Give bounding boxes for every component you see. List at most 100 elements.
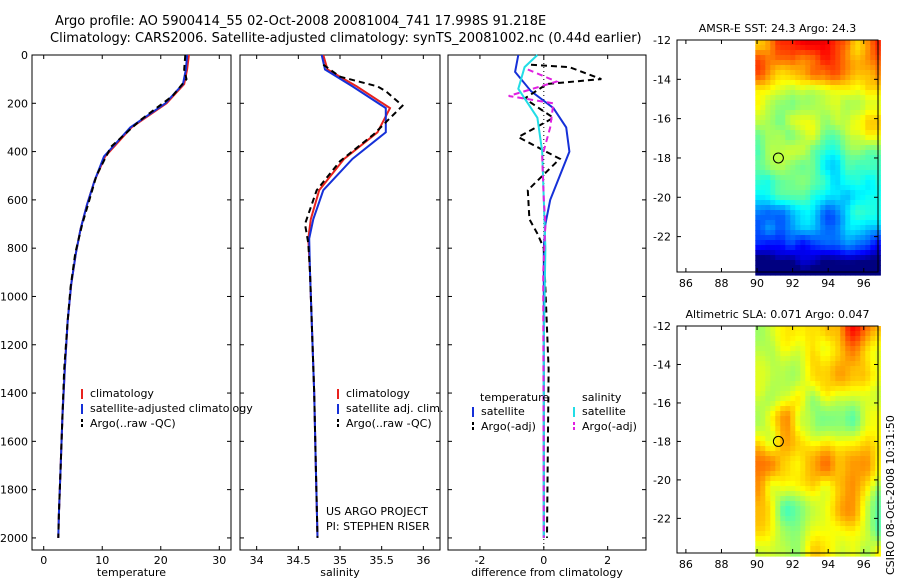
map-cell — [810, 336, 816, 342]
map-cell — [845, 446, 851, 452]
map-cell — [755, 326, 761, 332]
map-cell — [855, 50, 861, 56]
map-cell — [845, 391, 851, 397]
map-cell — [805, 200, 811, 206]
map-cell — [780, 205, 786, 211]
map-cell — [770, 516, 776, 522]
map-cell — [785, 366, 791, 372]
map-cell — [775, 265, 781, 271]
map-cell — [865, 451, 871, 457]
map-cell — [855, 130, 861, 136]
map-cell — [790, 85, 796, 91]
map-cell — [815, 361, 821, 367]
map-cell — [840, 336, 846, 342]
map-cell — [860, 401, 866, 407]
map-cell — [775, 386, 781, 392]
map-cell — [815, 45, 821, 51]
map-cell — [840, 426, 846, 432]
y-tick-label: -14 — [653, 73, 671, 86]
map-cell — [800, 386, 806, 392]
map-cell — [770, 240, 776, 246]
x-axis-label: difference from climatology — [471, 566, 623, 579]
map-cell — [870, 185, 876, 191]
map-cell — [780, 215, 786, 221]
map-cell — [765, 140, 771, 146]
map-cell — [840, 240, 846, 246]
map-cell — [805, 431, 811, 437]
map-cell — [795, 331, 801, 337]
map-cell — [840, 190, 846, 196]
map-cell — [765, 100, 771, 106]
map-cell — [820, 371, 826, 377]
map-cell — [865, 210, 871, 216]
map-cell — [765, 526, 771, 532]
map-cell — [805, 90, 811, 96]
map-cell — [845, 366, 851, 372]
map-cell — [870, 341, 876, 347]
map-cell — [770, 250, 776, 256]
map-cell — [830, 160, 836, 166]
map-cell — [775, 40, 781, 46]
map-cell — [755, 60, 761, 66]
map-cell — [795, 180, 801, 186]
map-cell — [790, 426, 796, 432]
map-cell — [830, 40, 836, 46]
map-cell — [810, 135, 816, 141]
map-cell — [855, 160, 861, 166]
map-cell — [770, 145, 776, 151]
map-cell — [800, 170, 806, 176]
map-cell — [860, 496, 866, 502]
map-cell — [755, 476, 761, 482]
map-cell — [765, 546, 771, 552]
map-cell — [865, 406, 871, 412]
map-cell — [825, 80, 831, 86]
map-cell — [815, 511, 821, 517]
x-tick-label: 2 — [604, 554, 611, 567]
map-cell — [835, 270, 841, 276]
map-cell — [825, 411, 831, 417]
map-cell — [820, 195, 826, 201]
map-cell — [845, 260, 851, 266]
map-cell — [815, 456, 821, 462]
map-cell — [820, 546, 826, 552]
map-cell — [765, 361, 771, 367]
map-cell — [805, 175, 811, 181]
map-cell — [795, 235, 801, 241]
map-cell — [780, 85, 786, 91]
map-cell — [865, 536, 871, 542]
map-cell — [795, 265, 801, 271]
map-cell — [855, 326, 861, 332]
map-cell — [830, 105, 836, 111]
map-cell — [820, 270, 826, 276]
map-cell — [790, 346, 796, 352]
map-cell — [815, 95, 821, 101]
map-cell — [820, 516, 826, 522]
map-cell — [815, 506, 821, 512]
map-cell — [815, 160, 821, 166]
map-cell — [815, 541, 821, 547]
map-cell — [840, 421, 846, 427]
map-cell — [800, 240, 806, 246]
map-cell — [785, 255, 791, 261]
map-cell — [840, 175, 846, 181]
map-cell — [775, 421, 781, 427]
map-cell — [775, 436, 781, 442]
map-cell — [805, 95, 811, 101]
map-cell — [870, 170, 876, 176]
map-cell — [820, 70, 826, 76]
map-cell — [800, 496, 806, 502]
map-cell — [755, 341, 761, 347]
map-cell — [870, 476, 876, 482]
map-cell — [825, 50, 831, 56]
map-cell — [855, 150, 861, 156]
map-cell — [775, 225, 781, 231]
map-cell — [760, 155, 766, 161]
map-cell — [775, 531, 781, 537]
map-cell — [845, 200, 851, 206]
x-tick-label: 94 — [821, 558, 835, 571]
map-cell — [825, 391, 831, 397]
map-cell — [815, 411, 821, 417]
legend-label-temp-satellite: satellite — [481, 405, 525, 418]
map-cell — [780, 265, 786, 271]
